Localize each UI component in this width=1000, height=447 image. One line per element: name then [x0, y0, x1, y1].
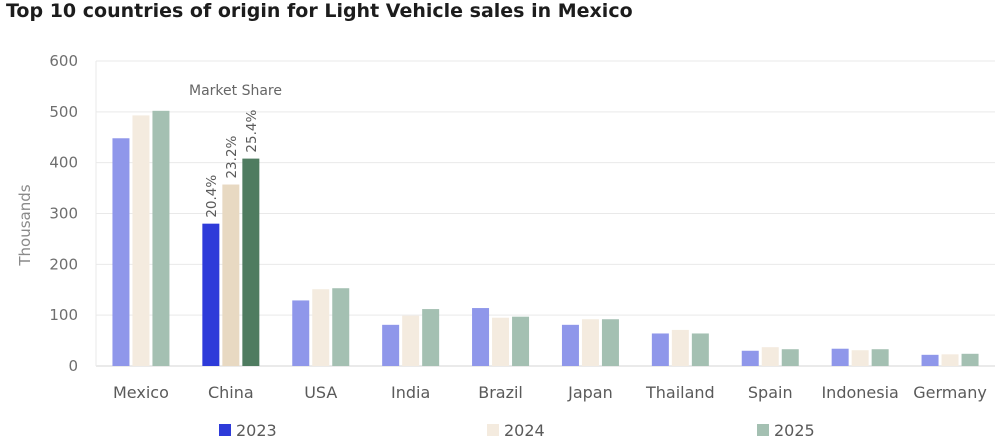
bar-thailand-2025	[691, 333, 709, 366]
legend-swatch-2023	[219, 424, 231, 436]
y-tick-label: 500	[49, 103, 78, 121]
bar-mexico-2023	[112, 138, 130, 366]
bar-brazil-2024	[492, 317, 510, 366]
x-tick-label: Spain	[748, 383, 793, 402]
bar-usa-2025	[332, 288, 350, 366]
bar-mexico-2025	[152, 110, 170, 366]
bar-spain-2023	[741, 350, 759, 366]
bar-brazil-2023	[472, 308, 490, 366]
y-tick-label: 300	[49, 205, 78, 223]
market-share-labels: 20.4%23.2%25.4%	[204, 110, 260, 218]
market-share-label: 23.2%	[224, 135, 240, 178]
chart-title: Top 10 countries of origin for Light Veh…	[6, 0, 633, 22]
x-tick-label: Indonesia	[821, 383, 898, 402]
x-tick-label: Mexico	[113, 383, 169, 402]
bar-usa-2023	[292, 300, 310, 366]
y-axis-title: Thousands	[16, 184, 34, 266]
legend-label: 2025	[774, 421, 815, 440]
x-tick-label: Germany	[913, 383, 987, 402]
bar-indonesia-2023	[831, 348, 849, 366]
bar-india-2024	[402, 315, 420, 366]
y-tick-label: 200	[49, 255, 78, 273]
legend-label: 2023	[236, 421, 277, 440]
y-axis-ticks: 0 100 200 300 400 500 600	[49, 52, 78, 375]
bar-usa-2024	[312, 289, 330, 366]
x-tick-label: Japan	[567, 383, 613, 402]
legend-swatch-2025	[757, 424, 769, 436]
bars	[112, 110, 979, 367]
bar-japan-2024	[581, 319, 599, 366]
bar-thailand-2024	[671, 329, 689, 366]
bar-japan-2025	[601, 319, 619, 366]
x-tick-label: USA	[304, 383, 337, 402]
market-share-label: 25.4%	[244, 110, 260, 153]
bar-brazil-2025	[512, 316, 530, 366]
bar-spain-2025	[781, 349, 799, 366]
y-tick-label: 400	[49, 154, 78, 172]
bar-germany-2023	[921, 354, 939, 366]
market-share-label: 20.4%	[204, 175, 220, 218]
x-tick-label: Brazil	[478, 383, 523, 402]
bar-china-2025	[242, 158, 260, 366]
x-tick-label: India	[391, 383, 430, 402]
x-axis-category-labels: Mexico China USA India Brazil Japan Thailand Sp…	[113, 383, 987, 402]
bar-mexico-2024	[132, 115, 150, 367]
x-tick-label: China	[208, 383, 254, 402]
bar-thailand-2023	[651, 333, 669, 366]
x-tick-label: Thailand	[645, 383, 715, 402]
bar-germany-2025	[961, 353, 979, 366]
bar-germany-2024	[941, 354, 959, 366]
bar-indonesia-2024	[851, 350, 869, 366]
y-tick-label: 100	[49, 306, 78, 324]
legend-label: 2024	[504, 421, 545, 440]
bar-india-2023	[382, 324, 400, 366]
legend-swatch-2024	[487, 424, 499, 436]
y-tick-label: 600	[49, 52, 78, 70]
legend: 2023 2024 2025	[219, 421, 815, 440]
bar-indonesia-2025	[871, 349, 889, 366]
market-share-annotation: Market Share	[189, 83, 282, 99]
bar-japan-2023	[561, 324, 579, 366]
bar-spain-2024	[761, 347, 779, 366]
y-tick-label: 0	[68, 357, 78, 375]
bar-china-2023	[202, 223, 220, 366]
bar-china-2024	[222, 184, 240, 366]
bar-india-2025	[422, 309, 440, 366]
